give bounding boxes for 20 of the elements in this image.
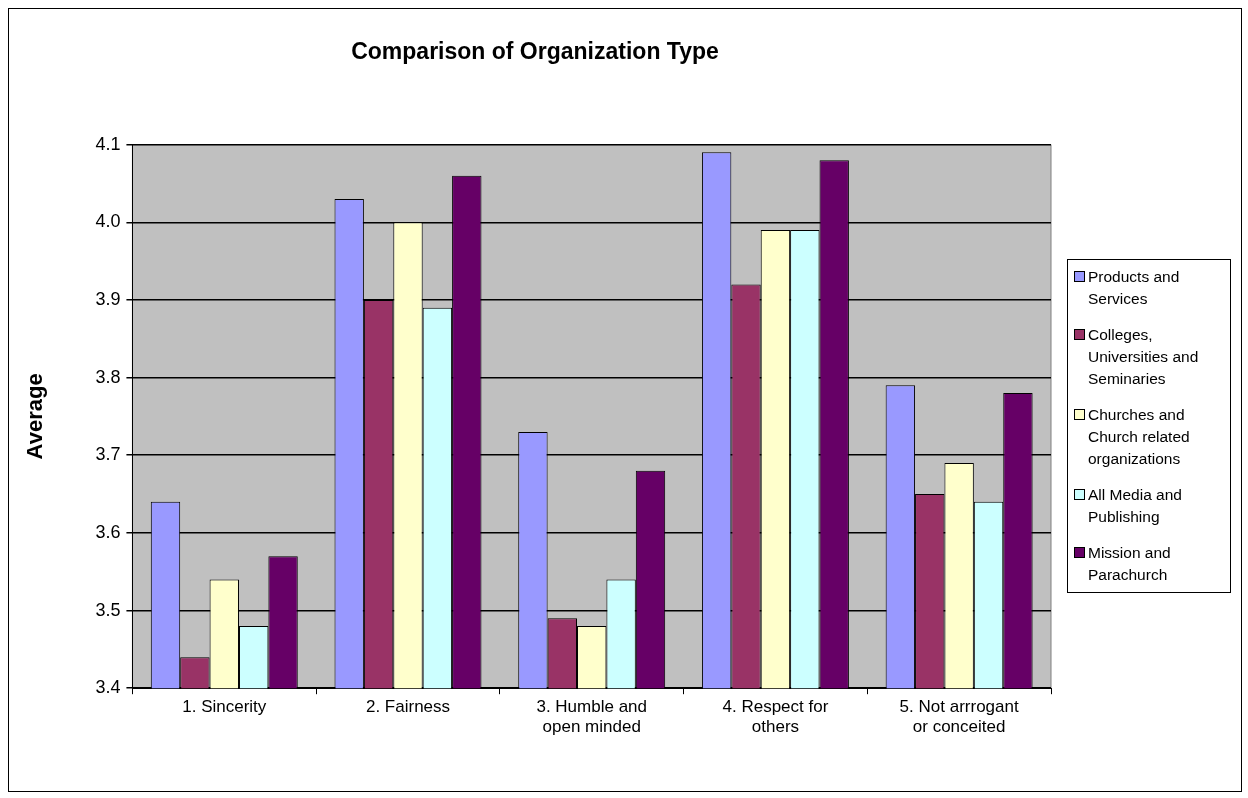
- y-tick-label: 3.7: [95, 444, 121, 465]
- y-tick-label: 3.9: [95, 288, 121, 309]
- y-tick-label: 4.1: [95, 133, 121, 154]
- y-axis-title: Average: [22, 373, 48, 460]
- legend-label: Products and Services: [1088, 267, 1181, 309]
- y-tick-label: 4.0: [95, 211, 121, 232]
- x-tick-label: 3. Humble and open minded: [536, 697, 647, 737]
- x-tick-label: 1. Sincerity: [182, 697, 267, 717]
- chart-title: Comparison of Organization Type: [351, 38, 719, 65]
- y-tick-label: 3.5: [95, 599, 121, 620]
- legend-label: Colleges, Universities and Seminaries: [1088, 325, 1200, 389]
- y-tick-label: 3.8: [95, 366, 121, 387]
- legend-label: Mission and Parachurch: [1088, 543, 1172, 585]
- x-tick-label: 5. Not arrrogant or conceited: [899, 697, 1019, 737]
- legend-label: Churches and Church related organizations: [1088, 405, 1191, 469]
- x-tick-label: 4. Respect for others: [722, 697, 829, 737]
- legend-label: All Media and Publishing: [1088, 485, 1183, 527]
- y-tick-label: 3.4: [95, 677, 121, 698]
- x-tick-label: 2. Fairness: [365, 697, 451, 717]
- y-tick-label: 3.6: [95, 521, 121, 542]
